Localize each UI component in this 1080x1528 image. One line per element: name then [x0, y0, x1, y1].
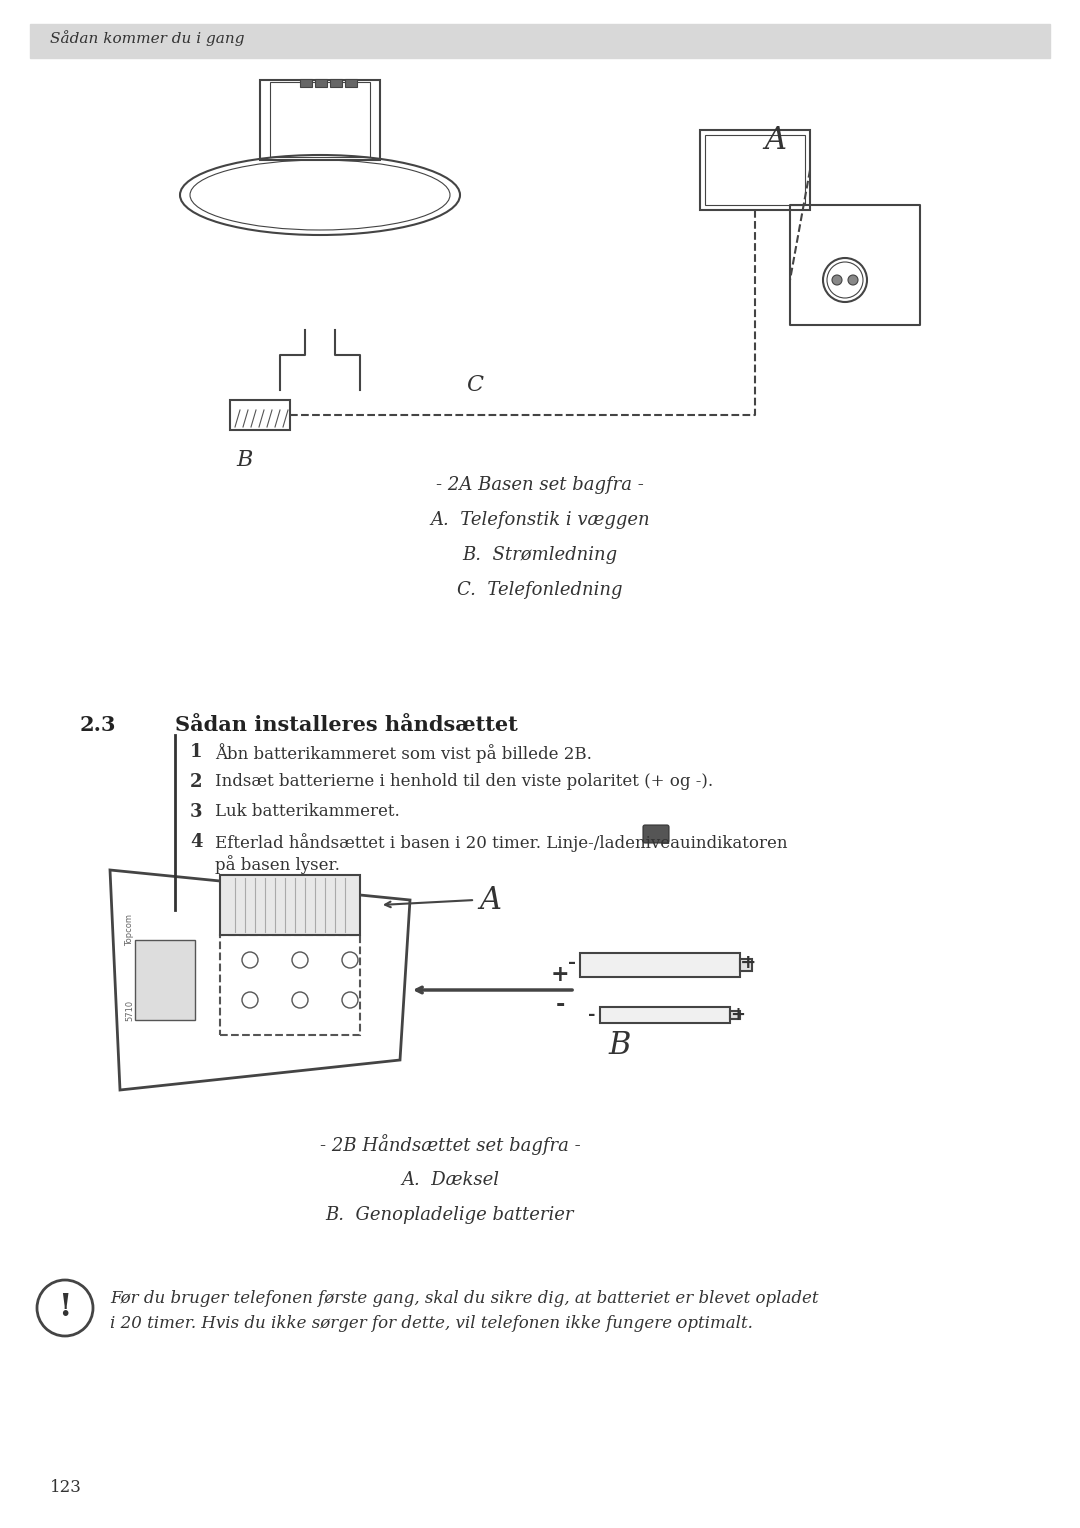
Text: - 2A Basen set bagfra -: - 2A Basen set bagfra -: [436, 477, 644, 494]
Bar: [270, 83, 370, 157]
Text: Efterlad håndsættet i basen i 20 timer. Linje-/ladeniveauindikatoren: Efterlad håndsættet i basen i 20 timer. …: [215, 833, 787, 853]
Text: B: B: [609, 1030, 631, 1060]
Text: B.  Strømledning: B. Strømledning: [462, 545, 618, 564]
Bar: [705, 134, 805, 205]
Text: 4: 4: [190, 833, 203, 851]
Text: -: -: [589, 1005, 596, 1024]
Circle shape: [832, 275, 842, 286]
Text: C.  Telefonledning: C. Telefonledning: [457, 581, 623, 599]
Text: - 2B Håndsættet set bagfra -: - 2B Håndsættet set bagfra -: [320, 1134, 580, 1155]
Text: 2: 2: [190, 773, 203, 792]
Text: Før du bruger telefonen første gang, skal du sikre dig, at batteriet er blevet o: Før du bruger telefonen første gang, ska…: [110, 1290, 819, 1306]
Text: A.  Dæksel: A. Dæksel: [401, 1170, 499, 1189]
Text: 1: 1: [190, 743, 203, 761]
Bar: [700, 130, 810, 209]
Text: Luk batterikammeret.: Luk batterikammeret.: [215, 804, 400, 821]
Text: Sådan kommer du i gang: Sådan kommer du i gang: [50, 31, 244, 46]
Bar: [260, 79, 380, 160]
Text: +: +: [740, 953, 756, 972]
Text: +: +: [730, 1005, 745, 1024]
Text: 3: 3: [190, 804, 203, 821]
Text: A: A: [764, 124, 786, 156]
Text: !: !: [58, 1293, 71, 1323]
Text: A.  Telefonstik i væggen: A. Telefonstik i væggen: [430, 510, 650, 529]
Text: -: -: [568, 953, 576, 972]
Bar: [580, 953, 740, 976]
Bar: [135, 940, 195, 1021]
Bar: [30, 24, 1050, 58]
Text: Åbn batterikammeret som vist på billede 2B.: Åbn batterikammeret som vist på billede …: [215, 743, 592, 762]
Bar: [230, 400, 291, 429]
Text: 5710: 5710: [125, 999, 135, 1021]
Bar: [220, 876, 360, 935]
Text: Topcom: Topcom: [125, 914, 135, 946]
Bar: [345, 79, 357, 87]
Bar: [600, 1007, 730, 1024]
Text: på basen lyser.: på basen lyser.: [215, 856, 340, 874]
Text: B: B: [237, 449, 253, 471]
Text: Indsæt batterierne i henhold til den viste polaritet (+ og -).: Indsæt batterierne i henhold til den vis…: [215, 773, 713, 790]
Text: 2.3: 2.3: [80, 715, 117, 735]
Bar: [789, 205, 920, 325]
Bar: [300, 79, 312, 87]
Circle shape: [848, 275, 858, 286]
Bar: [730, 1012, 740, 1019]
Text: Sådan installeres håndsættet: Sådan installeres håndsættet: [175, 715, 517, 735]
Bar: [220, 935, 360, 1034]
Text: i 20 timer. Hvis du ikke sørger for dette, vil telefonen ikke fungere optimalt.: i 20 timer. Hvis du ikke sørger for dett…: [110, 1316, 753, 1332]
Text: 123: 123: [50, 1479, 82, 1496]
Bar: [315, 79, 327, 87]
Text: C: C: [467, 374, 484, 396]
Bar: [740, 960, 752, 970]
Text: +: +: [551, 964, 569, 986]
Text: B.  Genopladelige batterier: B. Genopladelige batterier: [326, 1206, 575, 1224]
FancyBboxPatch shape: [643, 825, 669, 843]
Text: A: A: [480, 885, 501, 915]
Bar: [330, 79, 342, 87]
Text: -: -: [555, 995, 565, 1016]
